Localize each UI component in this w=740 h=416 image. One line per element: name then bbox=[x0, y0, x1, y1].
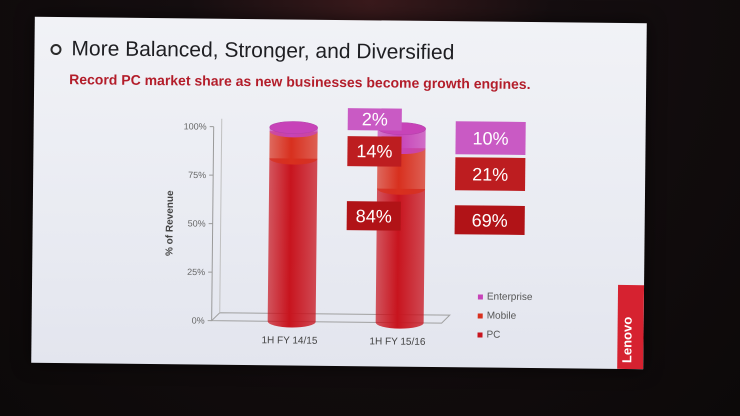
legend-swatch bbox=[477, 313, 483, 319]
value-label-pc-0: 84% bbox=[346, 201, 401, 231]
value-label-enterprise-1: 10% bbox=[455, 121, 526, 155]
lenovo-logo: Lenovo bbox=[619, 316, 635, 364]
y-tick-label: 0% bbox=[192, 315, 205, 325]
legend-item-pc: PC bbox=[477, 325, 532, 345]
value-label-mobile-0: 14% bbox=[347, 136, 402, 167]
legend-item-mobile: Mobile bbox=[477, 306, 533, 326]
value-label-enterprise-0: 2% bbox=[347, 108, 402, 131]
chart-floor bbox=[210, 312, 451, 324]
y-tick-label: 25% bbox=[187, 267, 205, 277]
lenovo-brand-strip: Lenovo bbox=[617, 284, 645, 370]
bar-pc-0 bbox=[267, 158, 318, 328]
category-label: 1H FY 15/16 bbox=[369, 336, 426, 348]
legend-label: Enterprise bbox=[486, 291, 533, 304]
y-tick-label: 50% bbox=[188, 218, 206, 228]
presentation-slide: More Balanced, Stronger, and Diversified… bbox=[31, 16, 647, 370]
y-tick-label: 75% bbox=[188, 170, 206, 180]
revenue-mix-chart: 0%25%50%75%100%% of Revenue 1H FY 14/15 1… bbox=[164, 118, 451, 348]
y-axis-back-line bbox=[219, 118, 223, 313]
category-labels: 1H FY 14/15 1H FY 15/16 bbox=[261, 335, 426, 348]
y-axis-title: % of Revenue bbox=[164, 190, 176, 256]
chart-axes: 0% 25% 50% 75% 100% % of Revenue bbox=[164, 118, 451, 326]
legend-label: PC bbox=[486, 329, 501, 341]
legend-item-enterprise: Enterprise bbox=[477, 287, 533, 307]
category-label: 1H FY 14/15 bbox=[261, 335, 318, 347]
y-tick-label: 100% bbox=[184, 121, 207, 131]
value-label-pc-1: 69% bbox=[454, 205, 525, 235]
value-label-mobile-1: 21% bbox=[455, 157, 526, 191]
legend-swatch bbox=[477, 294, 483, 300]
chart-legend: Enterprise Mobile PC bbox=[477, 287, 533, 345]
legend-label: Mobile bbox=[486, 310, 517, 322]
legend-swatch bbox=[477, 332, 483, 338]
bar-top-cap-0 bbox=[269, 121, 318, 134]
bar-mobile-0 bbox=[269, 131, 318, 165]
